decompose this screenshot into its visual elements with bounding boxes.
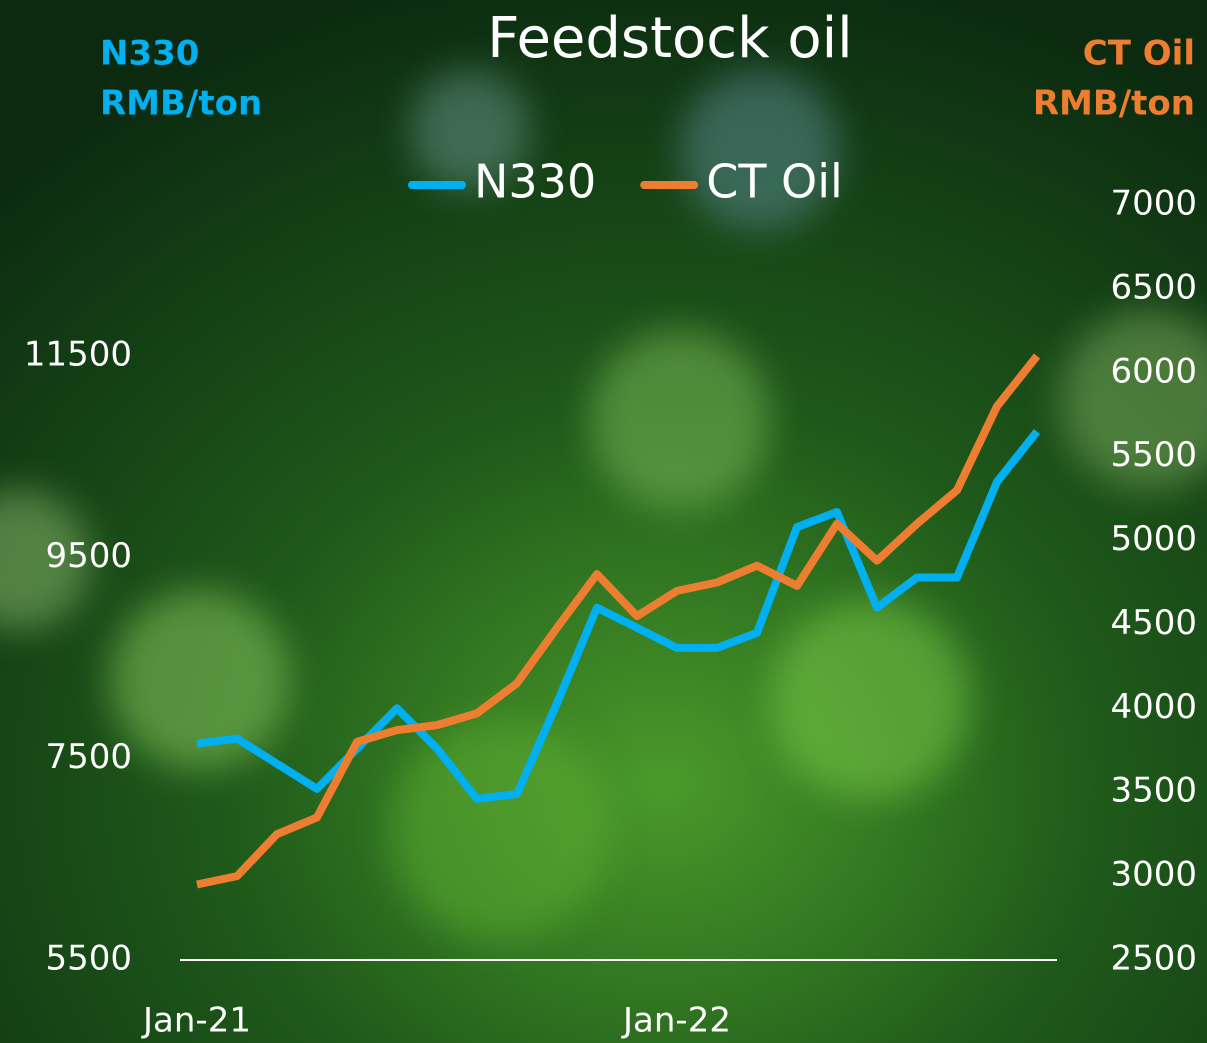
y-tick-label: 5500 [45,939,132,979]
x-tick-label: Jan-21 [141,1001,251,1041]
y-axis-title: N330 [100,34,199,74]
y2-axis-title: RMB/ton [1033,84,1195,124]
y-tick-label: 11500 [24,335,132,375]
bokeh [0,70,1207,940]
y-tick-label: 7500 [45,737,132,777]
y2-tick-label: 7000 [1110,184,1197,224]
y2-tick-label: 5500 [1110,435,1197,475]
y2-tick-label: 4000 [1110,687,1197,727]
chart-title: Feedstock oil [487,6,852,71]
y2-tick-label: 5000 [1110,519,1197,559]
y-axis-title: RMB/ton [100,84,262,124]
line-series [196,429,1041,803]
y2-axis-title: CT Oil [1083,34,1195,74]
y2-tick-label: 3000 [1110,855,1197,895]
x-tick-label: Jan-22 [621,1001,731,1041]
line-series [196,353,1041,889]
y2-tick-label: 6000 [1110,351,1197,391]
legend-label: CT Oil [706,155,843,209]
y-tick-label: 9500 [45,536,132,576]
y2-tick-label: 6500 [1110,267,1197,307]
y2-tick-label: 2500 [1110,939,1197,979]
y2-tick-label: 3500 [1110,771,1197,811]
y2-tick-label: 4500 [1110,603,1197,643]
legend-label: N330 [474,155,596,209]
